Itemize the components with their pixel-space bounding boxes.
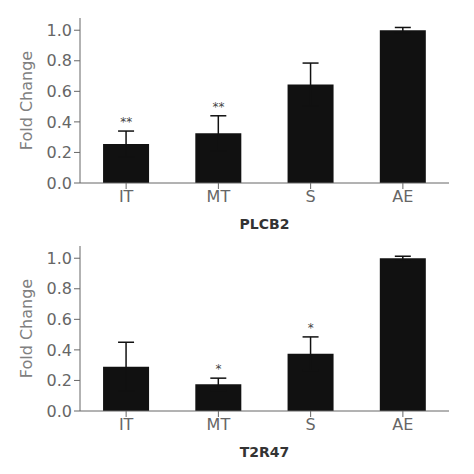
svg-text:S: S	[306, 187, 316, 206]
svg-text:0.0: 0.0	[47, 174, 72, 193]
svg-text:0.8: 0.8	[47, 279, 72, 298]
svg-text:1.0: 1.0	[47, 249, 72, 268]
svg-text:IT: IT	[119, 187, 134, 206]
svg-text:AE: AE	[392, 187, 413, 206]
svg-text:1.0: 1.0	[47, 21, 72, 40]
svg-text:AE: AE	[392, 415, 413, 434]
svg-text:Fold Change: Fold Change	[17, 279, 36, 378]
svg-text:IT: IT	[119, 415, 134, 434]
svg-text:**: **	[120, 115, 132, 129]
svg-text:0.8: 0.8	[47, 51, 72, 70]
svg-text:0.2: 0.2	[47, 371, 72, 390]
svg-text:0.4: 0.4	[47, 113, 72, 132]
svg-text:S: S	[306, 415, 316, 434]
svg-text:Fold Change: Fold Change	[17, 51, 36, 150]
svg-text:0.6: 0.6	[47, 82, 72, 101]
svg-text:0.2: 0.2	[47, 143, 72, 162]
svg-text:**: **	[212, 100, 224, 114]
svg-text:T2R47: T2R47	[240, 444, 290, 460]
svg-text:0.6: 0.6	[47, 310, 72, 329]
svg-text:MT: MT	[207, 415, 231, 434]
svg-text:PLCB2: PLCB2	[240, 216, 290, 232]
svg-text:*: *	[308, 321, 314, 335]
svg-text:0.0: 0.0	[47, 402, 72, 421]
svg-text:*: *	[215, 362, 221, 376]
svg-text:0.4: 0.4	[47, 341, 72, 360]
svg-text:MT: MT	[207, 187, 231, 206]
